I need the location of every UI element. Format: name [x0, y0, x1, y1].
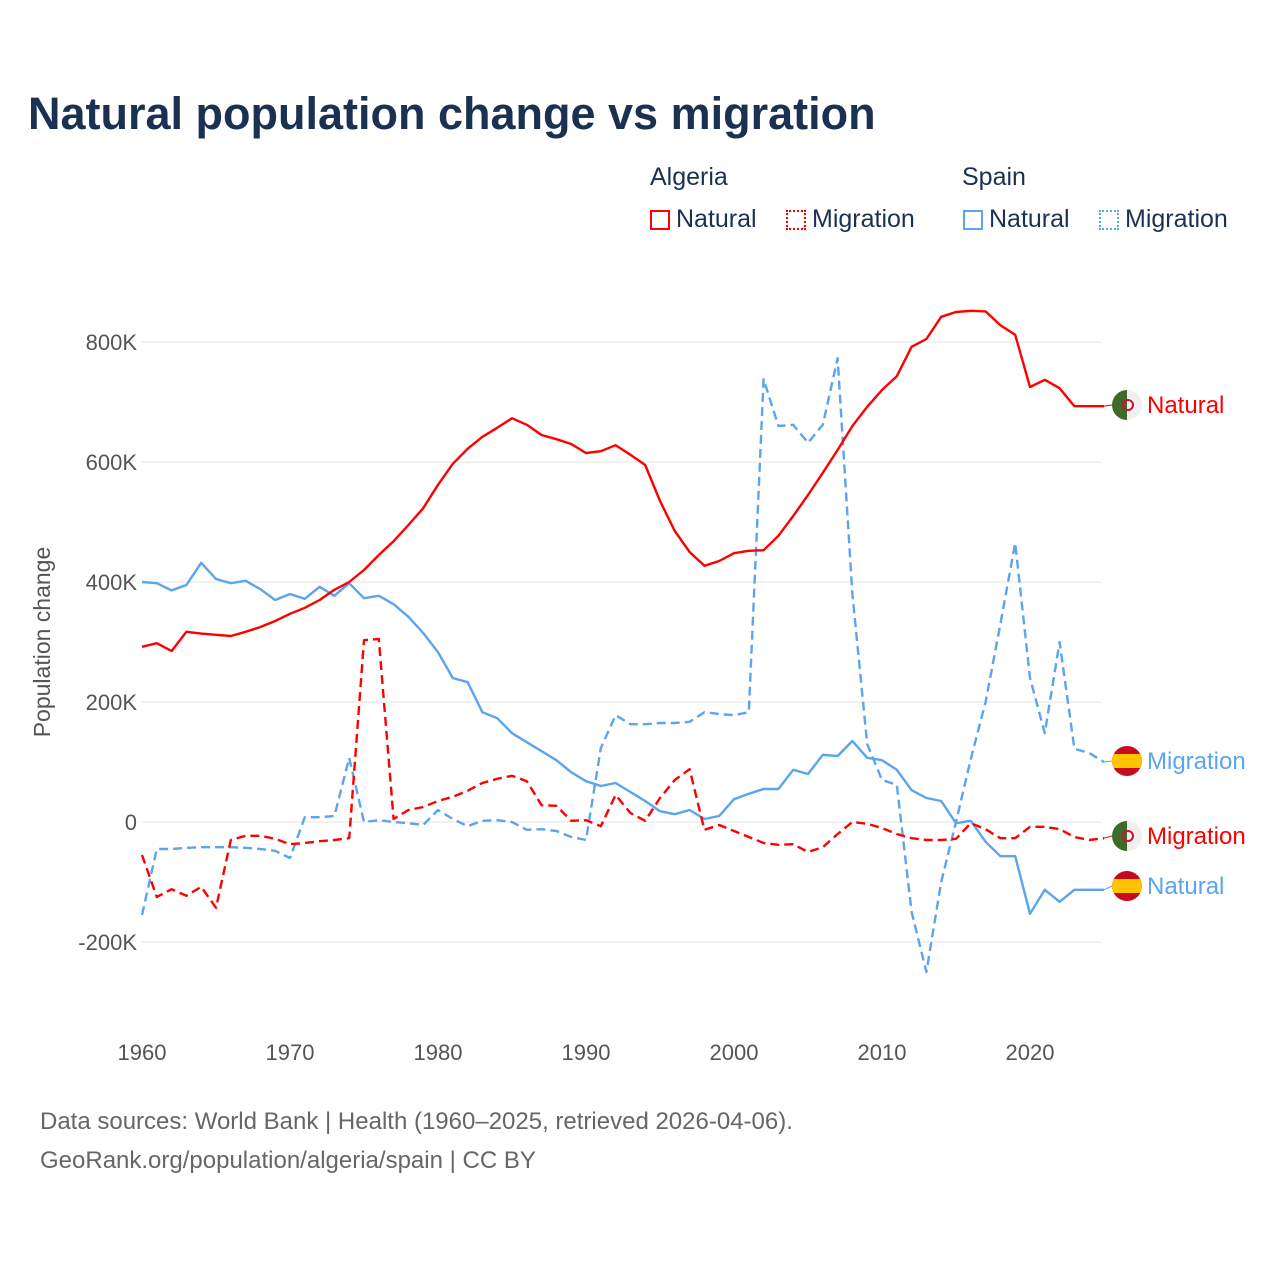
- legend-algeria-natural[interactable]: Natural: [650, 205, 757, 234]
- legend-swatch-solid-red: [650, 209, 670, 230]
- algeria-flag-icon: [1112, 390, 1142, 420]
- series-end-label: Natural: [1147, 392, 1224, 419]
- y-tick-label: -200K: [78, 930, 137, 955]
- legend-spain-migration[interactable]: Migration: [1099, 205, 1228, 234]
- series-line-algeria-natural: [141, 309, 1104, 653]
- flag-crescent: [1122, 830, 1134, 842]
- legend-label: Natural: [989, 205, 1070, 233]
- series-end-label: Natural: [1147, 873, 1224, 900]
- y-axis-label: Population change: [29, 547, 55, 738]
- legend-label: Migration: [1125, 205, 1228, 233]
- flag-green: [1112, 821, 1127, 851]
- flag-yellow: [1112, 754, 1142, 768]
- footer-attribution: GeoRank.org/population/algeria/spain | C…: [40, 1147, 536, 1174]
- spain-flag-icon: [1112, 871, 1142, 901]
- legend-swatch-dotted-blue: [1099, 209, 1119, 230]
- flag-yellow: [1112, 879, 1142, 893]
- footer-sources: Data sources: World Bank | Health (1960–…: [40, 1108, 793, 1135]
- series-line-spain-migration: [140, 357, 1105, 974]
- end-connector: [1103, 760, 1113, 763]
- legend-spain-natural[interactable]: Natural: [963, 205, 1070, 234]
- legend-group-algeria: Algeria: [650, 163, 728, 191]
- x-tick-label: 1990: [562, 1040, 611, 1065]
- algeria-flag-icon: [1112, 821, 1142, 851]
- x-tick-label: 1980: [414, 1040, 463, 1065]
- y-tick-label: 0: [125, 810, 137, 835]
- y-tick-label: 200K: [86, 690, 138, 715]
- x-tick-label: 2010: [858, 1040, 907, 1065]
- x-tick-label: 1960: [118, 1040, 167, 1065]
- legend-label: Natural: [676, 205, 757, 233]
- legend-label: Migration: [812, 205, 915, 233]
- legend-swatch-solid-blue: [963, 209, 983, 230]
- series-line-spain-natural: [141, 561, 1104, 915]
- spain-flag-icon: [1112, 746, 1142, 776]
- legend-group-spain: Spain: [962, 163, 1026, 191]
- end-connector: [1103, 885, 1113, 891]
- y-tick-label: 400K: [86, 570, 138, 595]
- flag-white: [1127, 390, 1142, 420]
- legend-algeria-migration[interactable]: Migration: [786, 205, 915, 234]
- x-tick-label: 1970: [266, 1040, 315, 1065]
- series-end-label: Migration: [1147, 748, 1246, 775]
- flag-green: [1112, 390, 1127, 420]
- series-line-algeria-migration: [140, 637, 1105, 909]
- series-end-label: Migration: [1147, 823, 1246, 850]
- legend-swatch-dotted-red: [786, 209, 806, 230]
- flag-white: [1127, 821, 1142, 851]
- flag-crescent: [1122, 399, 1134, 411]
- y-tick-label: 800K: [86, 330, 138, 355]
- y-tick-label: 600K: [86, 450, 138, 475]
- end-connector: [1103, 404, 1113, 407]
- end-connector: [1103, 835, 1113, 839]
- x-tick-label: 2020: [1006, 1040, 1055, 1065]
- x-tick-label: 2000: [710, 1040, 759, 1065]
- chart-title: Natural population change vs migration: [28, 88, 876, 139]
